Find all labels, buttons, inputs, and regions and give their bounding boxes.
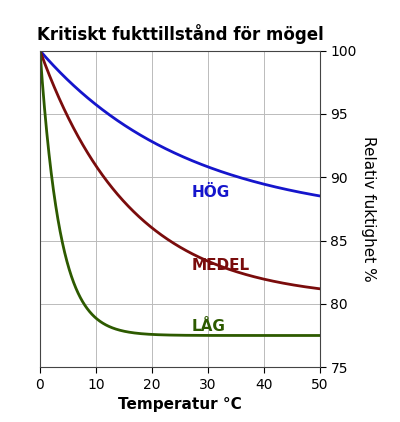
X-axis label: Temperatur °C: Temperatur °C: [118, 397, 242, 412]
Text: HÖG: HÖG: [191, 185, 230, 200]
Text: MEDEL: MEDEL: [191, 258, 249, 273]
Y-axis label: Relativ fuktighet %: Relativ fuktighet %: [361, 136, 376, 282]
Text: LÅG: LÅG: [191, 319, 225, 334]
Title: Kritiskt fukttillstånd för mögel: Kritiskt fukttillstånd för mögel: [37, 24, 323, 43]
